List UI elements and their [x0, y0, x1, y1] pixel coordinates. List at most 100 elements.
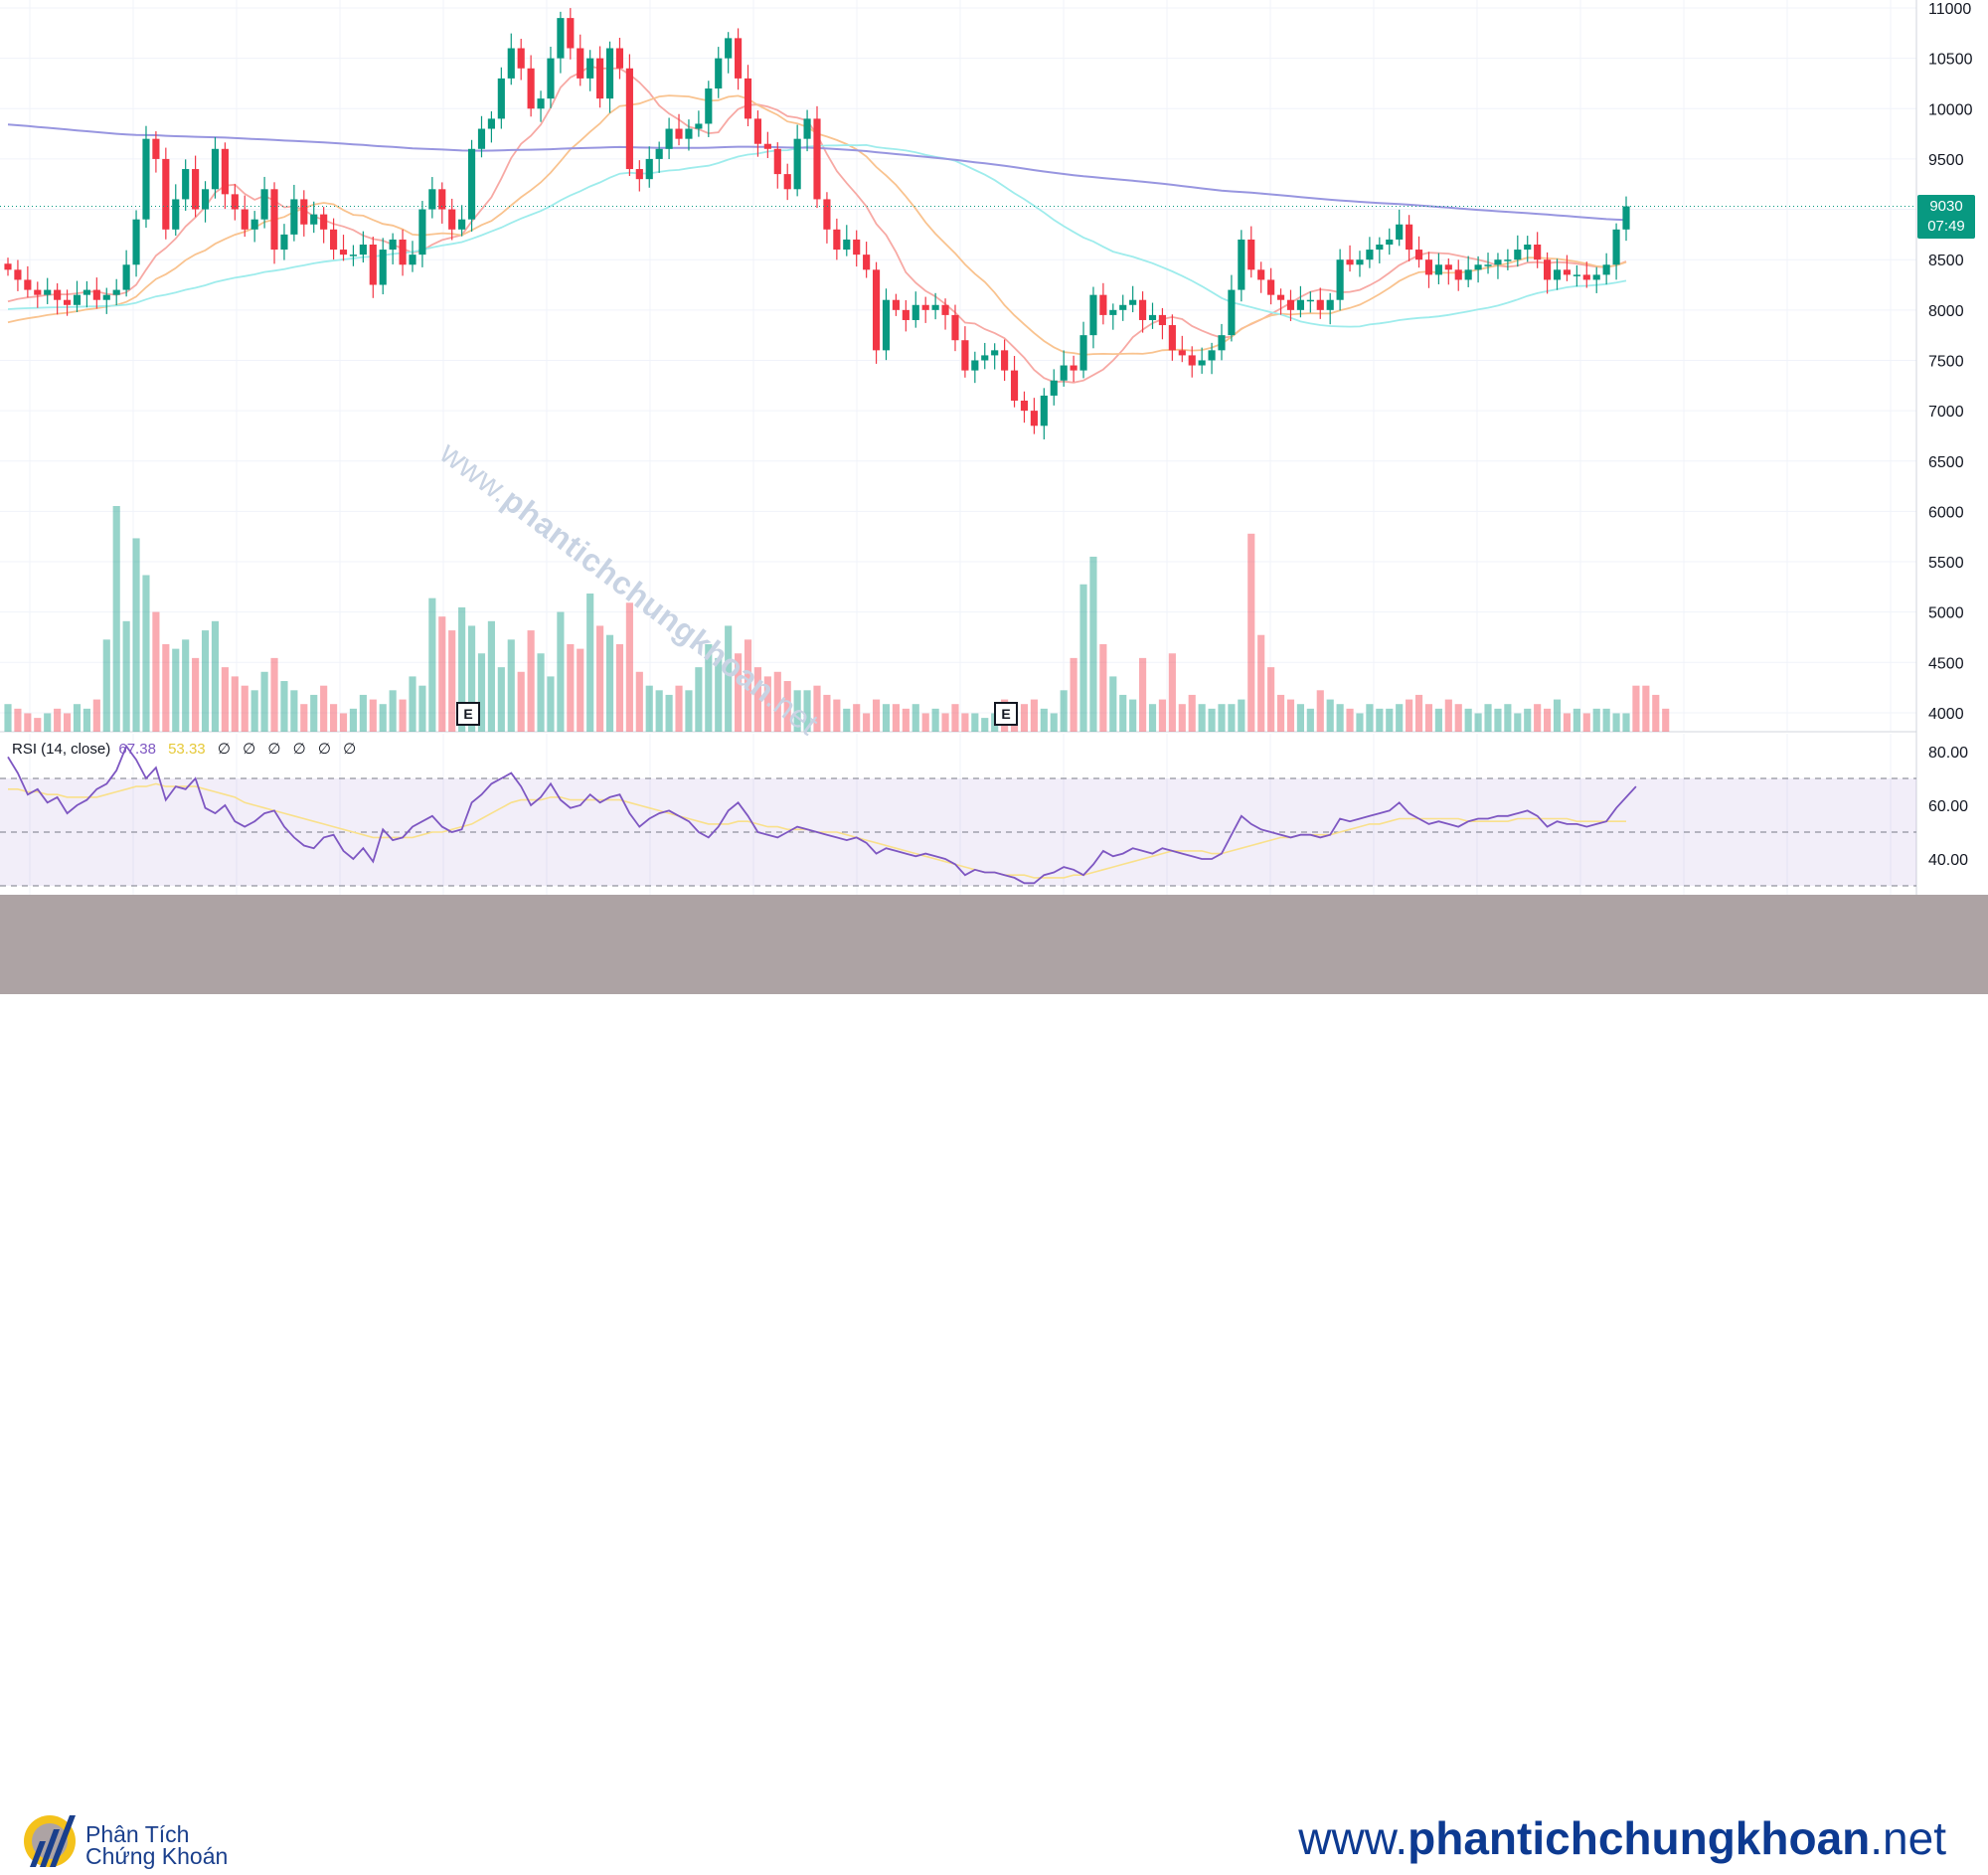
- candle-body: [92, 289, 100, 300]
- candle-body: [911, 304, 919, 320]
- volume-bar: [863, 713, 871, 732]
- candle-body: [567, 18, 575, 49]
- volume-bar: [73, 704, 82, 732]
- volume-bar: [24, 713, 32, 732]
- volume-bar: [1296, 704, 1304, 732]
- volume-bar: [1444, 699, 1452, 732]
- candle-body: [320, 214, 328, 230]
- volume-bar: [14, 708, 22, 732]
- candle-body: [182, 169, 190, 200]
- volume-bar: [1276, 694, 1285, 732]
- volume-bar: [1573, 708, 1580, 732]
- candle-body: [221, 148, 229, 195]
- candle-body: [310, 214, 318, 225]
- candle-body: [1276, 294, 1285, 300]
- volume-bar: [1178, 704, 1186, 732]
- volume-bar: [1079, 584, 1087, 732]
- volume-bar: [1544, 708, 1552, 732]
- candle-body: [1070, 365, 1077, 371]
- candle-body: [1267, 279, 1275, 295]
- price-chart[interactable]: 1100010500100009500900085008000750070006…: [0, 0, 1988, 895]
- volume-bar: [1563, 713, 1572, 732]
- volume-bar: [685, 690, 693, 732]
- volume-bar: [1030, 699, 1038, 732]
- volume-bar: [34, 718, 42, 732]
- candle-body: [1612, 229, 1620, 265]
- volume-bar: [1602, 708, 1610, 732]
- volume-bar: [241, 685, 248, 732]
- volume-bar: [715, 657, 723, 732]
- candle-body: [1286, 299, 1295, 310]
- volume-bar: [567, 643, 575, 732]
- candle-body: [73, 294, 82, 305]
- price-axis-tick-label: 5000: [1928, 605, 1964, 622]
- candle-body: [54, 289, 62, 300]
- volume-bar: [921, 713, 929, 732]
- bar-countdown: 07:49: [1927, 218, 1965, 235]
- volume-bar: [399, 699, 407, 732]
- rsi-extra-value: ∅: [217, 741, 231, 758]
- volume-bar: [389, 690, 397, 732]
- volume-bar: [902, 708, 910, 732]
- volume-bar: [1632, 685, 1640, 732]
- volume-bar: [1218, 704, 1226, 732]
- volume-bar: [1050, 713, 1058, 732]
- candle-body: [705, 88, 713, 124]
- volume-bar: [911, 704, 919, 732]
- logo-text: Phân Tích Chứng Khoán: [85, 1823, 228, 1868]
- volume-bar: [428, 597, 436, 732]
- chart-canvas[interactable]: 1100010500100009500900085008000750070006…: [0, 0, 1988, 895]
- volume-bar: [1454, 704, 1462, 732]
- candle-body: [1622, 206, 1630, 230]
- candle-body: [605, 48, 614, 99]
- candle-body: [1444, 264, 1452, 270]
- candle-body: [783, 174, 791, 190]
- footer-url[interactable]: www.phantichchungkhoan.net: [1298, 1811, 1946, 1865]
- candle-body: [902, 309, 910, 320]
- candle-body: [339, 250, 348, 256]
- candle-body: [428, 189, 436, 210]
- candle-body: [1030, 411, 1038, 426]
- volume-bar: [961, 713, 969, 732]
- volume-bar: [695, 667, 703, 732]
- volume-bar: [645, 685, 653, 732]
- volume-bar: [320, 685, 328, 732]
- candle-body: [132, 219, 140, 265]
- earnings-event-marker[interactable]: E: [994, 702, 1018, 726]
- candle-body: [892, 299, 900, 310]
- candle-body: [823, 199, 831, 230]
- candle-body: [192, 169, 200, 210]
- volume-bar: [931, 708, 939, 732]
- rsi-extra-value: ∅: [343, 741, 357, 758]
- candle-body: [813, 118, 821, 200]
- candle-body: [1238, 239, 1245, 290]
- volume-bar: [823, 694, 831, 732]
- last-price-badge: 9030 07:49: [1917, 195, 1975, 239]
- candle-body: [1494, 259, 1502, 265]
- volume-bar: [1109, 676, 1117, 732]
- candle-body: [577, 48, 584, 79]
- volume-bar: [951, 704, 959, 732]
- volume-bar: [1336, 704, 1344, 732]
- volume-bar: [1316, 690, 1324, 732]
- volume-bar: [448, 630, 456, 732]
- volume-bar: [280, 681, 288, 732]
- volume-bar: [753, 667, 762, 732]
- candle-body: [1316, 299, 1324, 310]
- earnings-event-marker[interactable]: E: [456, 702, 480, 726]
- volume-bar: [1168, 653, 1176, 732]
- volume-bar: [112, 506, 120, 732]
- candle-body: [34, 289, 42, 295]
- volume-bar: [339, 713, 348, 732]
- volume-bar: [735, 653, 743, 732]
- candle-body: [102, 294, 110, 300]
- candle-body: [1188, 355, 1196, 366]
- candle-body: [537, 98, 545, 109]
- candle-body: [1454, 269, 1462, 280]
- volume-bar: [1514, 713, 1522, 732]
- candle-body: [507, 48, 515, 79]
- volume-bar: [467, 625, 476, 732]
- candle-body: [753, 118, 762, 144]
- candle-body: [557, 18, 565, 59]
- candle-body: [280, 234, 288, 251]
